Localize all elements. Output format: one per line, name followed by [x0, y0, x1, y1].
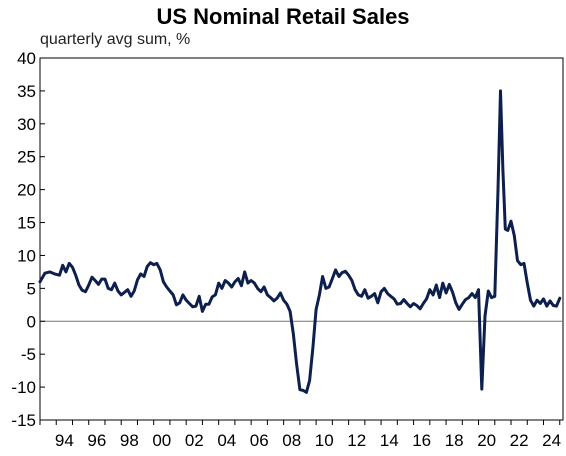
chart-subtitle: quarterly avg sum, %	[40, 31, 191, 48]
x-tick-label: 98	[120, 431, 139, 450]
x-tick-label: 06	[250, 431, 269, 450]
y-tick-label: -10	[11, 378, 36, 397]
x-tick-label: 18	[445, 431, 464, 450]
series-line-1	[38, 89, 562, 394]
x-tick-label: 10	[315, 431, 334, 450]
y-tick-label: 20	[17, 181, 36, 200]
y-tick-label: 10	[17, 246, 36, 265]
x-tick-label: 12	[347, 431, 366, 450]
x-tick-label: 00	[152, 431, 171, 450]
y-tick-label: 5	[27, 279, 36, 298]
plot-frame	[39, 57, 564, 421]
x-tick-label: 20	[477, 431, 496, 450]
y-tick-label: 15	[17, 214, 36, 233]
x-tick-label: 94	[55, 431, 74, 450]
x-tick-label: 22	[510, 431, 529, 450]
x-tick-label: 14	[380, 431, 399, 450]
y-tick-label: 30	[17, 115, 36, 134]
x-tick-label: 96	[87, 431, 106, 450]
y-tick-label: 25	[17, 148, 36, 167]
y-tick-label: -5	[21, 345, 36, 364]
x-tick-label: 16	[412, 431, 431, 450]
x-tick-label: 02	[185, 431, 204, 450]
y-tick-label: 40	[17, 49, 36, 68]
axes	[39, 57, 564, 425]
series-layer	[38, 89, 562, 394]
chart-title: US Nominal Retail Sales	[156, 4, 410, 29]
y-tick-label: -15	[11, 411, 36, 430]
tick-labels: 40 35 30 25 20 15 10 5 0 -5 -10 -15 94 96 98 00 02 04 06 08…	[11, 49, 561, 450]
x-tick-label: 24	[542, 431, 561, 450]
y-tick-label: 35	[17, 82, 36, 101]
x-tick-label: 04	[217, 431, 236, 450]
x-tick-label: 08	[282, 431, 301, 450]
y-tick-label: 0	[27, 312, 36, 331]
